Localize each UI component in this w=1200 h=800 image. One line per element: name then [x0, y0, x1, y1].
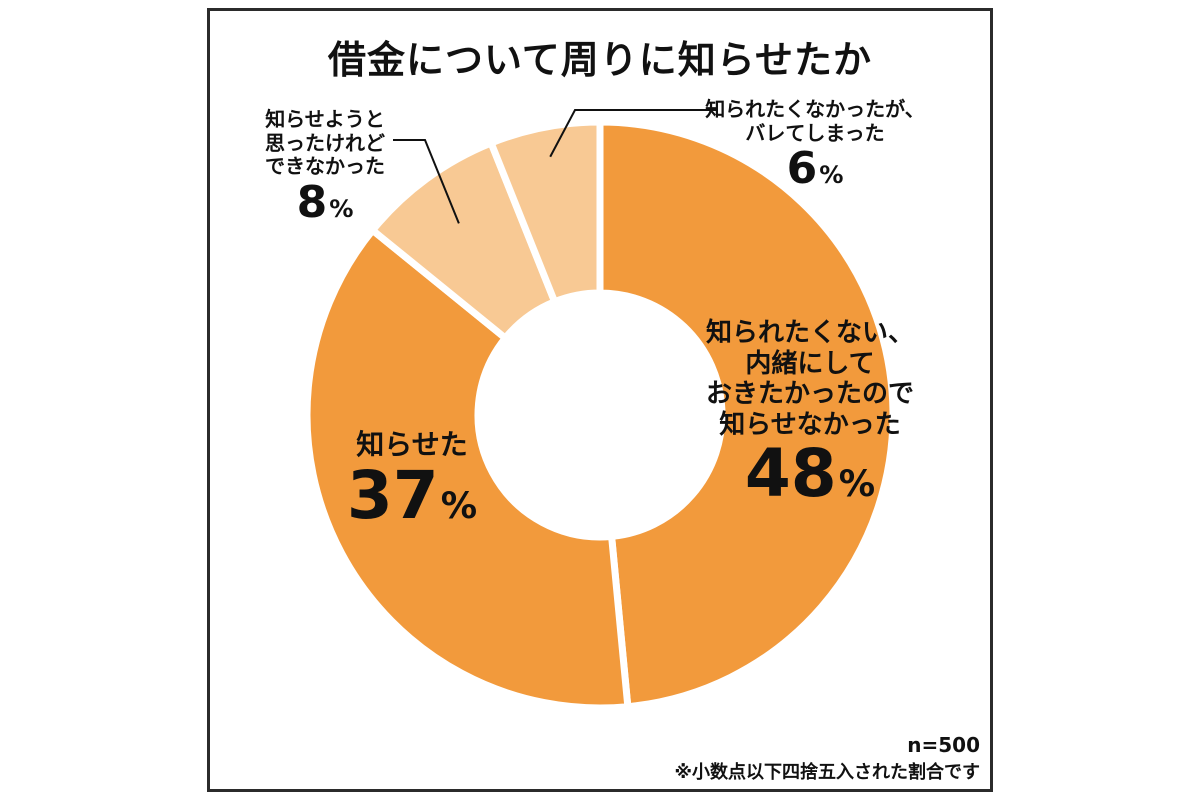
label-told: 知らせた 37% [322, 428, 502, 530]
percent-unit: % [838, 461, 876, 505]
sample-size: n=500 [907, 733, 980, 757]
label-found-out-percent: 6% [690, 143, 940, 195]
slice-found-out [486, 118, 604, 307]
label-could-not-tell: 知らせようと 思ったけれど できなかった 8% [235, 107, 415, 228]
percent-unit: % [819, 161, 844, 190]
percent-value: 37 [346, 457, 439, 535]
label-not-told-line-2: 内緒にして [745, 348, 875, 379]
label-could-not-tell-percent: 8% [235, 176, 415, 228]
leader-line-could-not-tell [393, 139, 460, 224]
label-could-not-tell-line-3: できなかった [265, 154, 385, 179]
percent-unit: % [329, 194, 354, 223]
percent-value: 48 [744, 434, 837, 512]
label-told-percent: 37% [322, 461, 502, 530]
label-found-out-line-2: バレてしまった [745, 120, 885, 145]
label-told-line-1: 知らせた [356, 428, 468, 461]
label-not-told-line-1: 知られたくない、 [705, 318, 914, 348]
label-found-out-line-1: 知られたくなかったが、 [705, 97, 925, 121]
label-not-told-line-4: 知らせなかった [719, 410, 901, 441]
leader-line-found-out [549, 109, 718, 158]
percent-unit: % [440, 484, 478, 528]
slice-told [303, 225, 632, 712]
label-could-not-tell-line-2: 思ったけれど [265, 130, 385, 155]
percent-value: 6 [786, 143, 818, 195]
label-not-told-line-3: おきたかったので [705, 379, 914, 410]
label-not-told: 知られたくない、 内緒にして おきたかったので 知らせなかった 48% [660, 318, 960, 507]
chart-title: 借金について周りに知らせたか [327, 38, 873, 82]
label-not-told-percent: 48% [660, 440, 960, 507]
label-found-out: 知られたくなかったが、 バレてしまった 6% [690, 97, 940, 195]
slice-not-told [596, 118, 897, 711]
rounding-note: ※小数点以下四捨五入された割合です [674, 762, 981, 783]
label-could-not-tell-line-1: 知らせようと [265, 107, 385, 131]
percent-value: 8 [296, 176, 328, 228]
